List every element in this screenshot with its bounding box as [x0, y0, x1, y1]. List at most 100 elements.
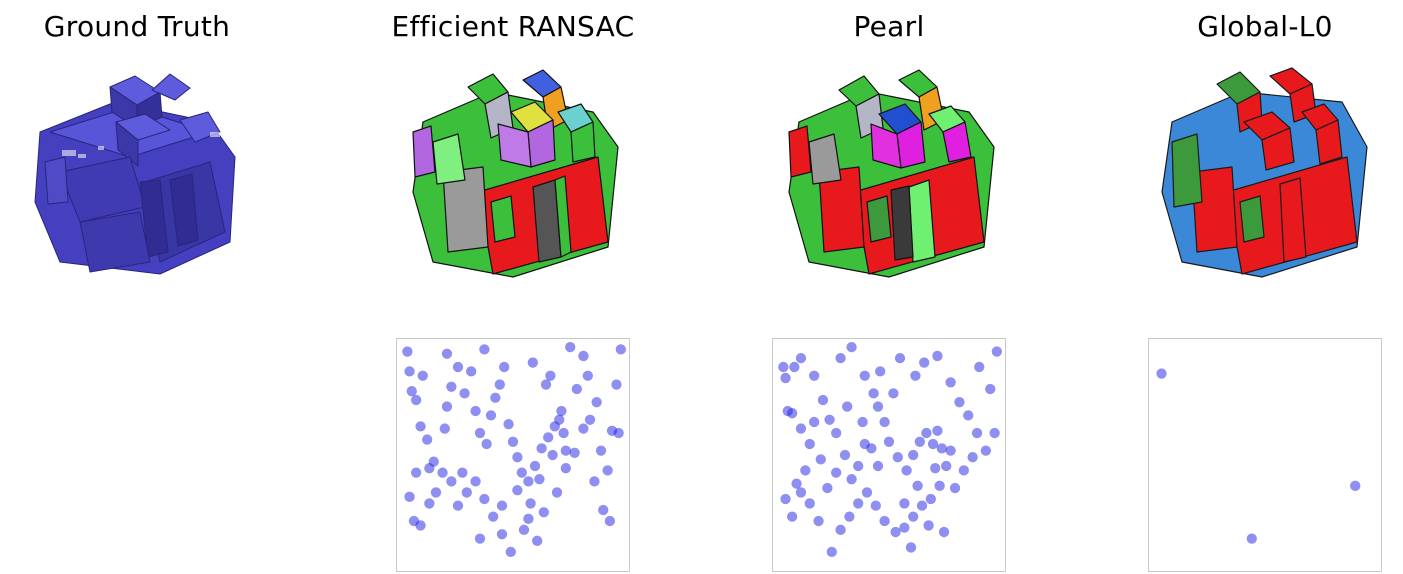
- pearl-point-10: [809, 370, 820, 381]
- pearl-point-61: [945, 377, 956, 388]
- efficient_ransac-point-40: [496, 529, 508, 540]
- global_l0-point-2: [1246, 533, 1257, 544]
- pearl-point-35: [925, 493, 936, 505]
- efficient_ransac-point-51: [408, 515, 420, 527]
- column-title-global-l0: Global-L0: [1197, 10, 1333, 43]
- efficient_ransac-point-31: [554, 414, 565, 425]
- pearl-point-56: [888, 388, 899, 399]
- efficient_ransac-point-22: [503, 419, 514, 430]
- pearl-point-68: [974, 361, 985, 373]
- efficient_ransac-point-58: [523, 513, 534, 524]
- pearl-point-18: [846, 341, 857, 353]
- pearl-point-42: [861, 487, 873, 498]
- pearl-point-76: [899, 498, 910, 509]
- efficient_ransac-point-82: [615, 344, 627, 355]
- efficient_ransac-point-60: [538, 507, 549, 518]
- render-efficient-ransac: [403, 62, 643, 294]
- pearl-point-65: [980, 445, 992, 456]
- pearl-point-51: [780, 493, 791, 505]
- pearl-model-image: [788, 69, 995, 278]
- efficient_ransac-point-67: [595, 445, 607, 456]
- scatter-pearl-svg: [778, 341, 1003, 558]
- efficient_ransac-point-71: [611, 379, 622, 390]
- efficient_ransac-point-54: [457, 467, 468, 478]
- pearl-point-53: [831, 467, 842, 478]
- pearl-point-19: [835, 352, 846, 364]
- efficient_ransac-point-62: [560, 463, 571, 474]
- scatter-efficient-ransac: [396, 338, 630, 572]
- pearl-point-63: [963, 410, 974, 421]
- efficient_ransac-point-36: [534, 474, 545, 485]
- efficient_ransac-point-70: [613, 427, 624, 439]
- pearl-point-54: [857, 416, 868, 428]
- pearl-point-4: [804, 438, 815, 450]
- efficient_ransac-point-80: [598, 504, 609, 516]
- pearl-point-32: [936, 443, 947, 454]
- scatter-efficient-ransac-svg: [402, 341, 627, 558]
- efficient_ransac-point-33: [560, 445, 571, 456]
- scatter-global-l0-svg: [1156, 368, 1361, 544]
- pearl-point-22: [872, 401, 884, 412]
- efficient_ransac-point-6: [406, 386, 417, 397]
- efficient_ransac-point-74: [565, 341, 576, 353]
- efficient_ransac-point-41: [488, 511, 499, 522]
- pearl-point-41: [870, 500, 881, 511]
- pearl-point-14: [839, 449, 851, 461]
- efficient_ransac-point-39: [505, 546, 516, 558]
- pearl-point-5: [800, 465, 811, 476]
- pearl-point-33: [941, 460, 952, 472]
- pearl-point-52: [822, 482, 833, 494]
- pearl-point-27: [908, 449, 919, 461]
- efficient_ransac-point-24: [512, 452, 523, 463]
- pearl-point-46: [826, 546, 837, 558]
- efficient_ransac-point-53: [410, 467, 422, 478]
- efficient_ransac-point-11: [446, 381, 457, 392]
- pearl-point-3: [795, 423, 807, 434]
- pearl-point-36: [916, 500, 928, 511]
- efficient_ransac-point-75: [571, 383, 582, 395]
- efficient_ransac-point-76: [540, 379, 552, 390]
- efficient_ransac-point-64: [578, 423, 589, 434]
- ground-truth-model-image: [34, 73, 236, 275]
- pearl-point-17: [842, 401, 853, 412]
- efficient_ransac-point-52: [404, 491, 415, 502]
- efficient_ransac-point-47: [437, 467, 448, 478]
- pearl-point-21: [868, 388, 879, 399]
- pearl-point-11: [817, 394, 829, 406]
- efficient_ransac-point-32: [558, 427, 569, 439]
- pearl-point-6: [791, 478, 802, 489]
- efficient_ransac-point-37: [525, 498, 536, 509]
- efficient_ransac-point-9: [439, 423, 450, 434]
- efficient_ransac-point-34: [556, 405, 567, 417]
- pearl-point-38: [899, 522, 910, 533]
- pearl-point-16: [853, 460, 864, 472]
- efficient_ransac-point-56: [496, 500, 508, 511]
- efficient_ransac-point-46: [446, 476, 457, 487]
- pearl-point-75: [905, 542, 917, 553]
- efficient-ransac-model-image: [412, 69, 619, 278]
- column-title-ground-truth: Ground Truth: [43, 10, 231, 43]
- efficient_ransac-point-59: [532, 535, 543, 546]
- pearl-point-70: [967, 452, 978, 463]
- efficient_ransac-point-12: [452, 361, 464, 373]
- efficient_ransac-point-65: [584, 414, 596, 425]
- pearl-point-58: [910, 370, 921, 381]
- pearl-point-20: [859, 370, 870, 381]
- pearl-point-80: [815, 454, 826, 465]
- efficient_ransac-point-48: [430, 487, 442, 498]
- pearl-point-13: [831, 427, 842, 439]
- pearl-point-8: [789, 361, 800, 373]
- efficient_ransac-point-83: [479, 344, 490, 355]
- pearl-point-67: [985, 383, 996, 395]
- pearl-point-37: [908, 511, 919, 522]
- efficient_ransac-point-26: [523, 476, 534, 487]
- pearl-point-74: [923, 520, 934, 531]
- render-ground-truth: [20, 62, 260, 294]
- efficient_ransac-point-8: [428, 456, 439, 467]
- efficient_ransac-point-84: [441, 348, 453, 359]
- pearl-point-79: [945, 445, 956, 456]
- pearl-point-81: [809, 416, 820, 428]
- efficient_ransac-point-57: [512, 485, 523, 496]
- pearl-point-34: [934, 480, 945, 491]
- pearl-point-24: [883, 436, 895, 447]
